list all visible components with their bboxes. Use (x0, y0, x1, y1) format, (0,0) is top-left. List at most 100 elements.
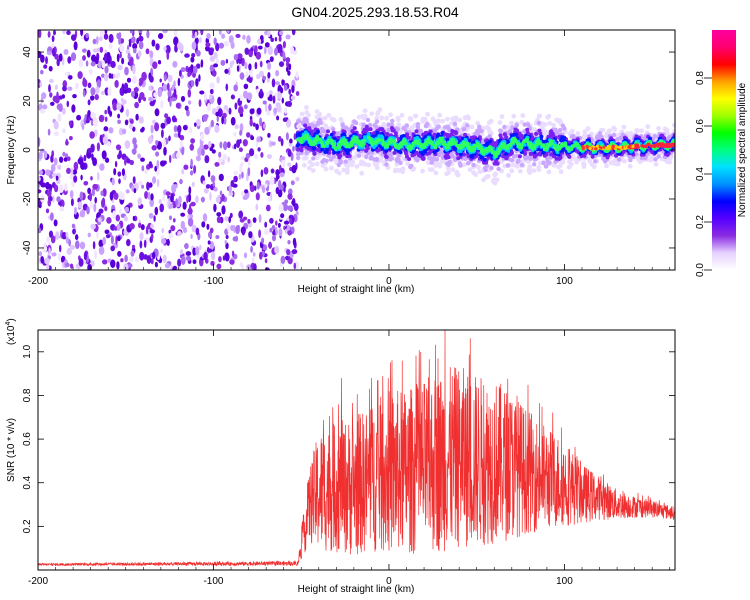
noise-blob (235, 33, 241, 38)
noise-blob (201, 221, 206, 228)
signal-blob (549, 152, 554, 157)
noise-blob (213, 37, 217, 46)
noise-blob (285, 34, 291, 40)
noise-blob (38, 169, 43, 176)
noise-blob (157, 60, 162, 65)
noise-blob (180, 255, 186, 265)
noise-blob (190, 158, 193, 168)
noise-blob (114, 160, 118, 168)
noise-blob (75, 240, 80, 250)
noise-blob (274, 47, 278, 56)
signal-blob (442, 125, 448, 130)
signal-blob (311, 146, 316, 151)
noise-blob (74, 207, 77, 215)
noise-blob (38, 151, 43, 160)
noise-blob (149, 50, 154, 59)
noise-blob (163, 74, 167, 82)
noise-blob (117, 64, 123, 71)
noise-blob (123, 229, 128, 236)
noise-blob (59, 156, 64, 163)
signal-blob (440, 131, 445, 135)
noise-blob (182, 125, 188, 131)
noise-blob (190, 138, 196, 144)
noise-blob (291, 249, 298, 255)
signal-blob (343, 162, 349, 168)
noise-blob (295, 71, 299, 79)
noise-blob (209, 82, 215, 89)
noise-blob (139, 92, 145, 100)
noise-blob (186, 195, 189, 204)
noise-blob (115, 73, 120, 79)
noise-blob (295, 260, 299, 270)
noise-blob (63, 157, 68, 162)
signal-blob (414, 129, 419, 134)
noise-blob (279, 164, 282, 173)
noise-blob (179, 134, 185, 141)
noise-blob (247, 218, 251, 224)
signal-blob (328, 157, 334, 162)
noise-blob (202, 213, 208, 222)
noise-blob (295, 176, 300, 182)
signal-blob (447, 159, 452, 165)
noise-blob (209, 241, 215, 251)
noise-blob (162, 254, 167, 264)
noise-blob (154, 122, 160, 132)
signal-blob (510, 125, 515, 130)
noise-blob (173, 218, 176, 223)
signal-blob (301, 156, 307, 161)
noise-blob (279, 30, 284, 36)
signal-blob (552, 154, 556, 159)
signal-blob (462, 115, 468, 121)
signal-blob (396, 122, 402, 127)
noise-blob (177, 258, 182, 267)
noise-blob (129, 30, 134, 34)
noise-blob (141, 165, 145, 172)
noise-blob (163, 146, 167, 156)
noise-blob (38, 227, 42, 234)
noise-blob (87, 187, 91, 194)
signal-blob (445, 165, 451, 171)
noise-blob (184, 243, 189, 250)
noise-blob (112, 210, 116, 220)
noise-blob (70, 198, 74, 207)
noise-blob (70, 52, 77, 61)
signal-blob (377, 143, 381, 148)
signal-blob (506, 173, 511, 178)
noise-blob (146, 255, 152, 264)
noise-blob (203, 114, 209, 119)
noise-blob (225, 59, 229, 64)
noise-blob (242, 90, 249, 99)
noise-blob (171, 84, 175, 92)
signal-blob (536, 120, 542, 126)
noise-blob (209, 191, 212, 201)
noise-blob (264, 183, 268, 188)
noise-blob (267, 30, 271, 38)
noise-blob (194, 37, 199, 45)
noise-blob (200, 30, 204, 36)
noise-blob (144, 191, 149, 199)
noise-blob (114, 79, 119, 88)
noise-blob (87, 82, 92, 89)
noise-blob (230, 94, 235, 100)
noise-blob (195, 119, 201, 127)
noise-blob (249, 148, 255, 157)
noise-blob (169, 97, 172, 107)
noise-blob (262, 100, 267, 105)
signal-blob (437, 163, 443, 169)
signal-blob (326, 112, 332, 118)
noise-blob (62, 30, 66, 35)
noise-blob (137, 197, 142, 206)
noise-blob (65, 231, 69, 238)
noise-blob (152, 176, 157, 184)
noise-blob (233, 170, 239, 176)
noise-blob (204, 126, 210, 135)
noise-blob (51, 173, 57, 178)
noise-blob (175, 102, 181, 109)
noise-blob (99, 46, 104, 53)
noise-blob (278, 228, 283, 237)
noise-blob (290, 95, 296, 101)
signal-blob (511, 162, 516, 168)
noise-blob (172, 60, 178, 68)
noise-blob (47, 31, 51, 38)
noise-blob (229, 61, 233, 69)
